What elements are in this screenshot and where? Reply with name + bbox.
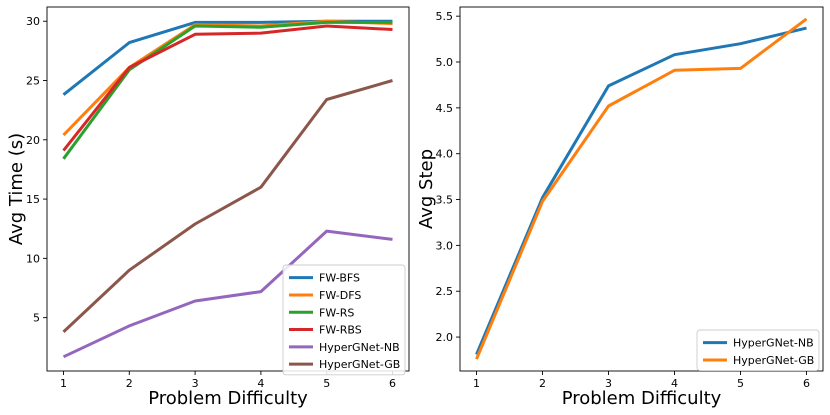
x-axis-label: Problem Difficulty (562, 388, 722, 409)
x-tick-label: 4 (671, 377, 678, 390)
legend-label-fw-rs: FW-RS (319, 306, 354, 319)
y-tick-label: 25 (26, 75, 40, 88)
y-tick-label: 2.0 (436, 331, 454, 344)
avg-step-chart: 1 2 3 4 5 6 2.0 2.5 3.0 3.5 4.0 4.5 5.0 5.5 Problem Di… (416, 6, 824, 409)
series-line-fw-rbs (62, 24, 393, 152)
legend-label-fw-bfs: FW-BFS (319, 272, 360, 285)
x-tick-label: 6 (803, 377, 810, 390)
y-axis-label: Avg Time (s) (6, 133, 27, 245)
x-tick-label: 1 (60, 377, 67, 390)
x-tick-label: 3 (605, 377, 612, 390)
y-tick-label: 30 (26, 15, 40, 28)
x-tick-label: 6 (389, 377, 396, 390)
legend: FW-BFS FW-DFS FW-RS FW-RBS HyperGNet-NB Hyper… (282, 264, 406, 376)
legend-label-fw-dfs: FW-DFS (319, 289, 361, 302)
x-tick-label: 4 (257, 377, 264, 390)
y-tick-label: 3.0 (436, 239, 454, 252)
legend-label-hypergnet-gb: HyperGNet-GB (319, 358, 400, 371)
x-axis-label: Problem Difficulty (148, 388, 308, 409)
y-tick-label: 2.5 (436, 285, 454, 298)
series-line-hypergnet-nb (62, 229, 393, 359)
legend-frame (696, 329, 820, 372)
x-tick-label: 2 (126, 377, 133, 390)
y-tick-label: 5 (33, 312, 40, 325)
y-tick-label: 4.0 (436, 148, 454, 161)
legend: HyperGNet-NB HyperGNet-GB (696, 329, 820, 372)
y-tick-label: 15 (26, 193, 40, 206)
x-tick-label: 5 (323, 377, 330, 390)
x-tick-label: 5 (737, 377, 744, 390)
legend-label-hypergnet-nb: HyperGNet-NB (319, 341, 400, 354)
y-tick-label: 5.0 (436, 56, 454, 69)
y-tick-label: 20 (26, 134, 40, 147)
y-tick-label: 4.5 (436, 102, 454, 115)
legend-frame (282, 264, 406, 376)
plot-area (459, 6, 824, 372)
series-line-fw-rs (62, 20, 393, 160)
legend-label-hypergnet-nb: HyperGNet-NB (733, 337, 814, 350)
y-axis-label: Avg Step (416, 149, 437, 229)
x-tick-label: 2 (539, 377, 546, 390)
series-line-hypergnet-gb (475, 17, 808, 360)
x-tick-label: 1 (473, 377, 480, 390)
y-tick-label: 10 (26, 252, 40, 265)
x-tick-label: 3 (192, 377, 199, 390)
avg-time-chart: 1 2 3 4 5 6 5 10 15 20 25 30 Problem Difficulty Avg T… (6, 6, 410, 409)
y-tick-label: 3.5 (436, 194, 454, 207)
legend-label-hypergnet-gb: HyperGNet-GB (733, 354, 814, 367)
legend-label-fw-rbs: FW-RBS (319, 324, 362, 337)
y-tick-label: 5.5 (436, 10, 454, 23)
series-line-hypergnet-gb (62, 79, 393, 333)
